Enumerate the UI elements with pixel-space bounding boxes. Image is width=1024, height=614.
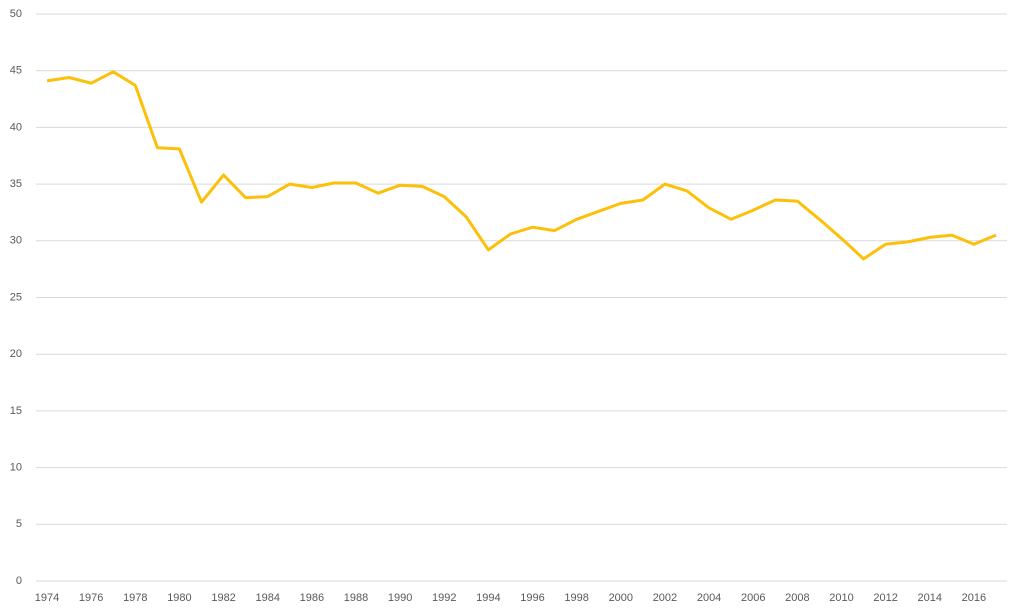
x-tick-label: 1988 — [344, 592, 368, 604]
x-tick-label: 2000 — [609, 592, 633, 604]
y-tick-label: 10 — [10, 462, 22, 474]
x-tick-label: 1996 — [520, 592, 544, 604]
x-tick-label: 1982 — [211, 592, 235, 604]
x-tick-label: 1984 — [255, 592, 279, 604]
y-tick-label: 45 — [10, 65, 22, 77]
x-tick-label: 1998 — [564, 592, 588, 604]
x-tick-label: 1986 — [300, 592, 324, 604]
y-tick-label: 5 — [16, 518, 22, 530]
x-tick-label: 1990 — [388, 592, 412, 604]
x-tick-label: 1978 — [123, 592, 147, 604]
x-tick-label: 2002 — [653, 592, 677, 604]
x-tick-label: 2012 — [873, 592, 897, 604]
y-tick-label: 30 — [10, 235, 22, 247]
x-tick-label: 1976 — [79, 592, 103, 604]
data-line — [46, 70, 997, 261]
x-tick-label: 2016 — [962, 592, 986, 604]
x-tick-label: 2004 — [697, 592, 721, 604]
x-tick-label: 1992 — [432, 592, 456, 604]
x-tick-label: 2008 — [785, 592, 809, 604]
y-tick-label: 35 — [10, 178, 22, 190]
x-tick-label: 2010 — [829, 592, 853, 604]
y-tick-label: 25 — [10, 291, 22, 303]
y-tick-label: 0 — [16, 575, 22, 587]
y-tick-label: 20 — [10, 348, 22, 360]
y-tick-label: 15 — [10, 405, 22, 417]
x-tick-label: 1974 — [35, 592, 59, 604]
y-tick-label: 40 — [10, 121, 22, 133]
x-tick-label: 1994 — [476, 592, 500, 604]
x-tick-label: 2014 — [918, 592, 942, 604]
x-tick-label: 1980 — [167, 592, 191, 604]
y-tick-label: 50 — [10, 8, 22, 20]
x-tick-label: 2006 — [741, 592, 765, 604]
